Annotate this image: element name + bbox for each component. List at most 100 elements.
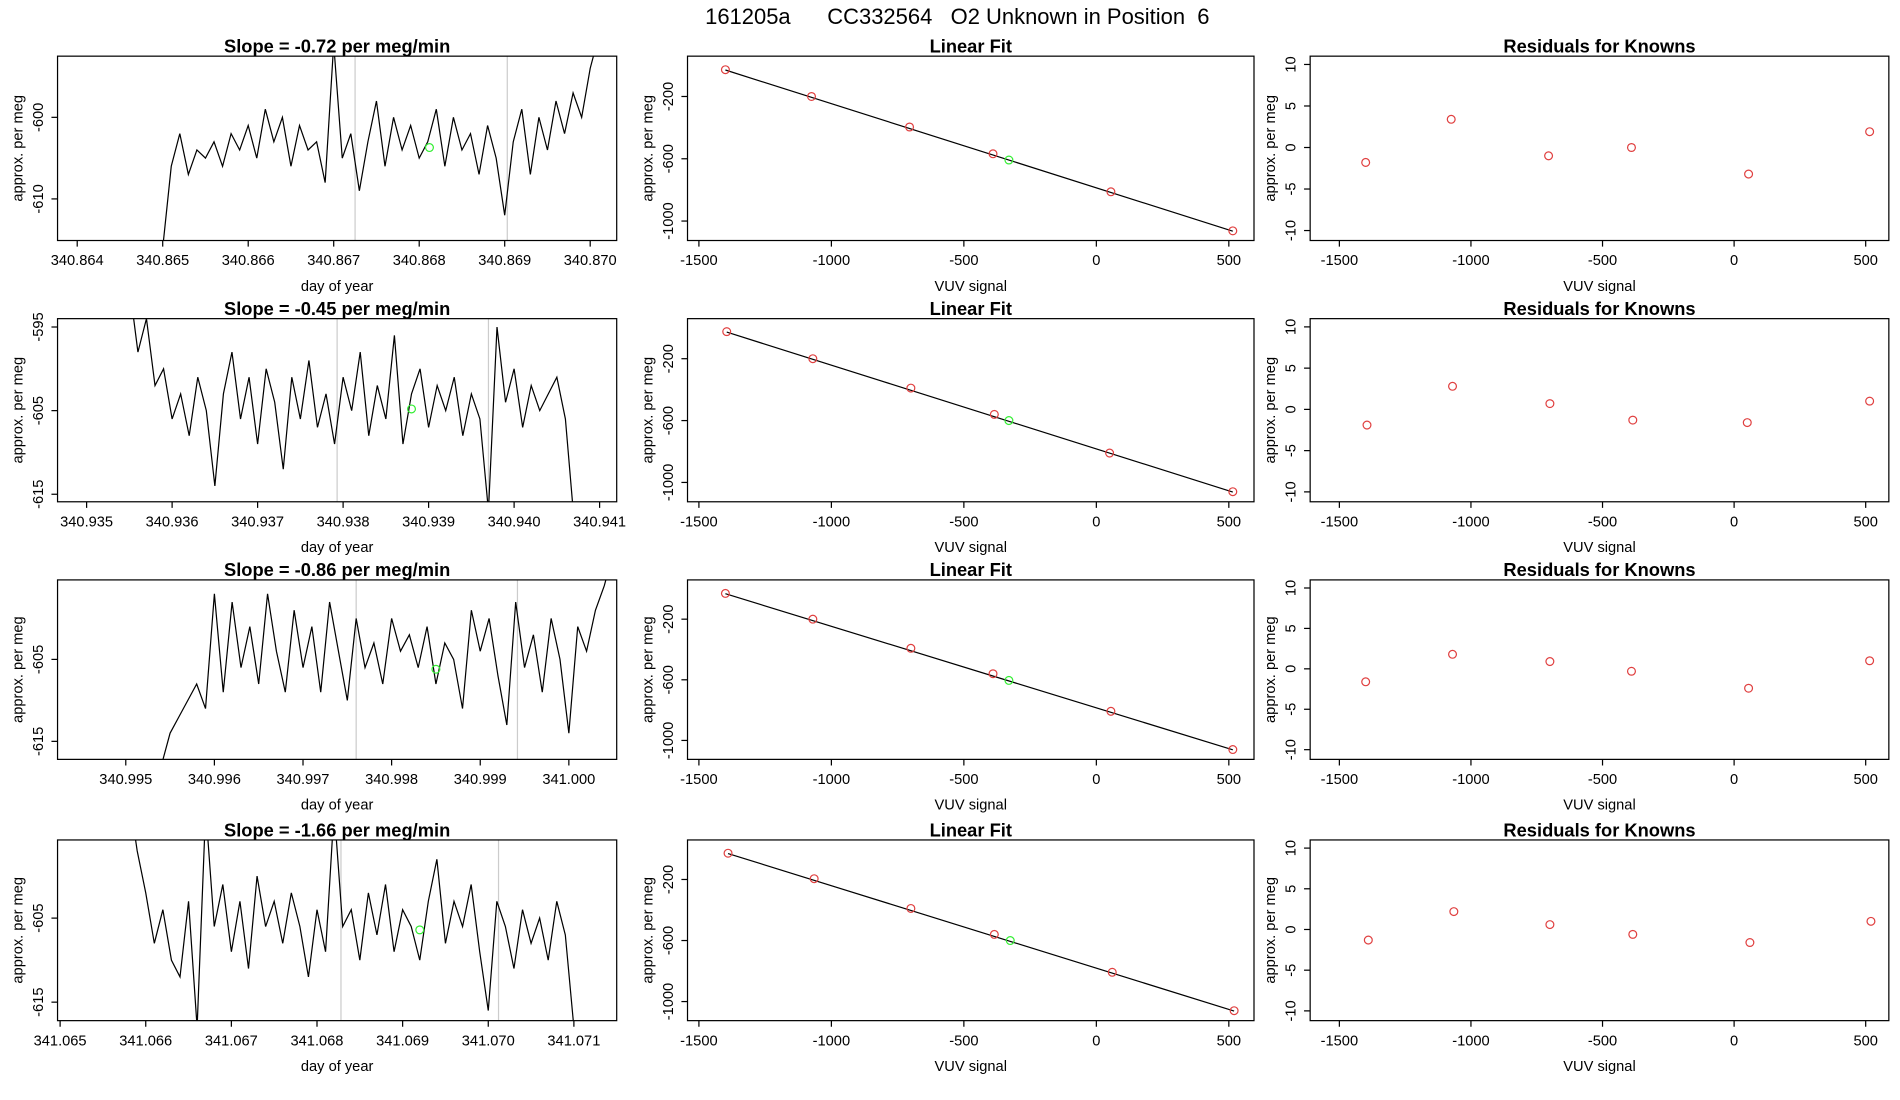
data-line xyxy=(725,69,1233,232)
data-point xyxy=(723,848,733,858)
y-tick-label: -200 xyxy=(661,344,677,373)
y-tick-label: -5 xyxy=(1284,964,1300,977)
panel-title: Linear Fit xyxy=(930,35,1012,56)
panel-title: Linear Fit xyxy=(930,559,1012,580)
y-tick-label: -10 xyxy=(1284,739,1300,760)
x-axis-label: VUV signal xyxy=(1563,540,1635,556)
plot-area xyxy=(162,56,595,241)
panel-title: Linear Fit xyxy=(930,298,1012,319)
x-tick-label: -500 xyxy=(949,772,978,788)
plot-frame xyxy=(1309,839,1890,1022)
data-point xyxy=(415,925,425,935)
y-tick-label: 10 xyxy=(1284,840,1300,856)
x-tick-label: 0 xyxy=(1730,514,1738,530)
data-line xyxy=(162,56,595,241)
x-tick-label: -1000 xyxy=(813,514,850,530)
data-point xyxy=(1745,937,1755,948)
y-axis-label: approx. per meg xyxy=(10,95,26,202)
plot-frame xyxy=(1309,579,1890,760)
data-line xyxy=(726,331,1233,493)
data-point xyxy=(1742,418,1752,428)
data-point xyxy=(1628,415,1638,425)
x-tick-label: 500 xyxy=(1853,514,1877,530)
x-tick-label: 500 xyxy=(1217,772,1241,788)
x-tick-label: 341.065 xyxy=(34,1033,87,1049)
y-tick-label: -605 xyxy=(31,903,47,932)
data-line xyxy=(134,839,574,1021)
data-point xyxy=(808,354,818,364)
x-tick-label: 340.864 xyxy=(51,253,104,269)
x-tick-label: 341.066 xyxy=(119,1033,172,1049)
y-tick-label: -600 xyxy=(661,406,677,435)
y-tick-label: 5 xyxy=(1284,364,1300,372)
x-tick-label: 340.998 xyxy=(365,772,418,788)
plot-area xyxy=(1361,114,1875,179)
data-point xyxy=(1362,420,1372,430)
y-axis-label: approx. per meg xyxy=(1263,357,1279,464)
data-point xyxy=(1865,656,1875,666)
data-point xyxy=(1744,683,1754,693)
panel-title: Residuals for Knowns xyxy=(1503,819,1695,840)
data-point xyxy=(720,65,730,75)
x-tick-label: 340.866 xyxy=(222,253,275,269)
plot-frame xyxy=(686,579,1255,760)
y-tick-label: -200 xyxy=(661,82,677,111)
x-tick-label: -1000 xyxy=(1452,1033,1489,1049)
y-tick-label: -1000 xyxy=(661,464,677,501)
x-tick-label: 500 xyxy=(1853,772,1877,788)
x-tick-label: 500 xyxy=(1217,253,1241,269)
y-tick-label: -605 xyxy=(31,396,47,425)
data-point xyxy=(1004,416,1014,426)
x-axis-label: day of year xyxy=(301,279,374,295)
data-point xyxy=(1363,935,1373,945)
plot-frame xyxy=(686,839,1255,1022)
panel-title: Linear Fit xyxy=(930,819,1012,840)
data-point xyxy=(1544,151,1554,161)
y-tick-label: 10 xyxy=(1284,56,1300,72)
y-tick-label: -610 xyxy=(31,184,47,213)
y-tick-label: -605 xyxy=(31,645,47,674)
x-tick-label: -1000 xyxy=(1452,514,1489,530)
y-tick-label: -600 xyxy=(661,665,677,694)
y-tick-label: -10 xyxy=(1284,220,1300,241)
x-tick-label: 500 xyxy=(1853,1033,1877,1049)
x-tick-label: -1000 xyxy=(1452,253,1489,269)
data-line xyxy=(725,593,1233,751)
x-tick-label: 0 xyxy=(1092,253,1100,269)
y-tick-label: 0 xyxy=(1284,405,1300,413)
y-tick-label: 10 xyxy=(1284,580,1300,596)
x-tick-label: 341.070 xyxy=(462,1033,515,1049)
data-point xyxy=(1449,907,1459,917)
x-tick-label: -1000 xyxy=(813,253,850,269)
x-tick-label: 340.995 xyxy=(99,772,152,788)
x-tick-label: 0 xyxy=(1730,772,1738,788)
x-axis-label: VUV signal xyxy=(1563,798,1635,814)
data-point xyxy=(1107,967,1117,977)
y-tick-label: -1000 xyxy=(661,202,677,239)
data-point xyxy=(989,409,999,419)
data-point xyxy=(1628,929,1638,939)
x-axis-label: day of year xyxy=(301,1059,374,1075)
x-axis-label: VUV signal xyxy=(935,1059,1007,1075)
x-tick-label: 341.069 xyxy=(376,1033,429,1049)
plot-area xyxy=(1361,649,1875,693)
x-tick-label: 340.938 xyxy=(317,514,370,530)
y-tick-label: -1000 xyxy=(661,983,677,1020)
data-point xyxy=(431,664,441,674)
data-point xyxy=(1865,396,1875,406)
x-tick-label: 341.000 xyxy=(542,772,595,788)
y-tick-label: -600 xyxy=(661,926,677,955)
data-point xyxy=(1545,920,1555,930)
x-tick-label: 341.071 xyxy=(547,1033,600,1049)
data-point xyxy=(424,143,434,153)
x-axis-label: day of year xyxy=(301,798,374,814)
y-axis-label: approx. per meg xyxy=(640,877,656,984)
data-point xyxy=(808,614,818,624)
panel-title: Slope = -0.72 per meg/min xyxy=(224,35,450,56)
x-tick-label: 340.941 xyxy=(573,514,626,530)
x-tick-label: -500 xyxy=(949,1033,978,1049)
x-tick-label: 340.865 xyxy=(136,253,189,269)
plot-area xyxy=(720,588,1238,755)
